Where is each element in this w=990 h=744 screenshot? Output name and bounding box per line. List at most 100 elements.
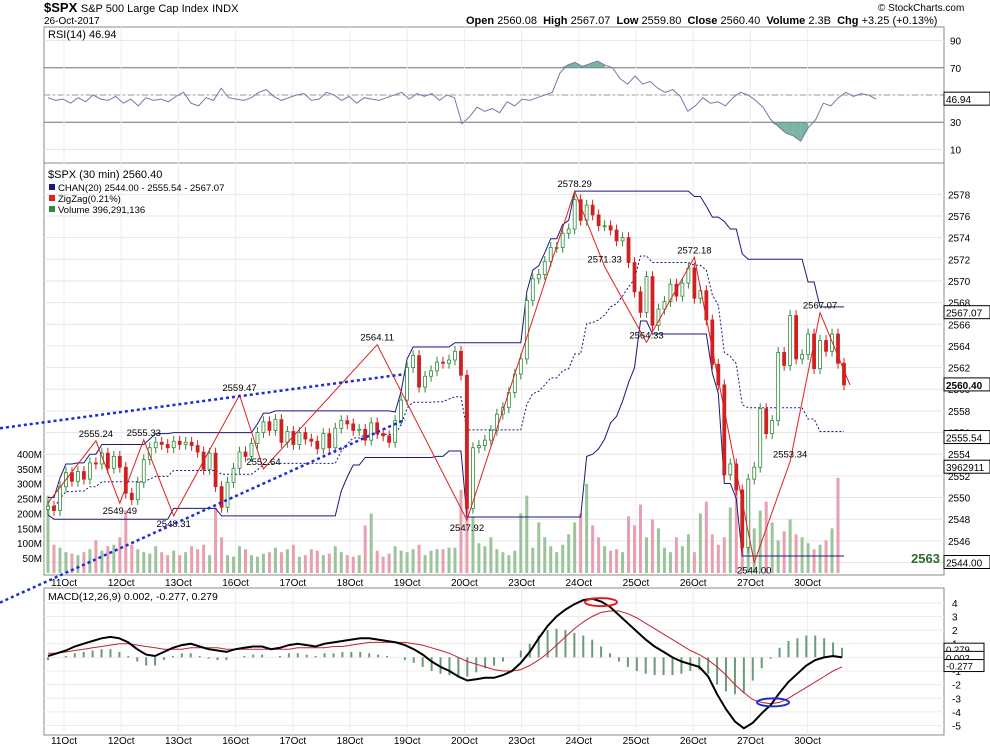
price-tag-label: 3962911 (946, 463, 985, 474)
candle-body (135, 481, 140, 501)
chg-value: +3.25 (+0.13%) (861, 15, 938, 27)
price-tag-box (943, 555, 990, 570)
rsi-tick-label: 90 (950, 37, 962, 48)
macd-x-axis-label: 13Oct (165, 736, 192, 744)
candle-body (614, 229, 619, 242)
rsi-oversold-fill (785, 122, 794, 136)
candle-body (471, 447, 475, 509)
volume-bar (267, 552, 271, 573)
candle-body (315, 440, 320, 450)
volume-bar (273, 547, 277, 573)
high-value: 2567.07 (570, 15, 611, 27)
rsi-title: RSI(14) 46.94 (48, 29, 116, 41)
volume-bar (190, 546, 194, 573)
zigzag-point-label: 2564.33 (629, 330, 663, 341)
volume-bar (82, 552, 86, 573)
rsi-oversold-fill (770, 122, 779, 127)
candle-body (411, 355, 415, 368)
volume-bar (644, 537, 648, 573)
legend-swatch (49, 206, 55, 212)
open-label: Open (466, 15, 495, 27)
volume-bar (549, 546, 553, 573)
candle-body (566, 228, 571, 234)
volume-bar (555, 552, 559, 573)
macd-tick-label: 4 (952, 599, 958, 610)
channel-upper-line (48, 190, 844, 498)
candle-body (650, 276, 655, 326)
price-tick-label: 2570 (948, 277, 971, 288)
volume-bar (543, 537, 547, 573)
volume-bar (752, 528, 756, 573)
candle-body (560, 232, 565, 248)
volume-bar (722, 537, 726, 573)
zigzag-point-label: 2564.11 (360, 333, 394, 344)
candle-body (207, 452, 212, 470)
volume-bar (118, 537, 122, 573)
macd-x-axis-label: 11Oct (51, 736, 77, 744)
volume-bar (351, 556, 355, 573)
upper-trend-line (0, 372, 406, 430)
zigzag-point-label: 2555.24 (79, 429, 113, 440)
price-tick-label: 2564 (948, 342, 971, 353)
candle-body (524, 300, 529, 360)
price-tag-box (943, 459, 990, 474)
candle-body (716, 363, 721, 386)
candle-body (417, 355, 421, 388)
high-label: High (543, 15, 568, 27)
volume-bar (686, 534, 690, 573)
rsi-overbought-fill (597, 61, 606, 68)
volume-bar (429, 550, 433, 573)
volume-bar (824, 540, 828, 573)
candle-body (279, 419, 284, 443)
volume-bar (650, 519, 654, 573)
macd-tick-label: 3 (952, 612, 958, 623)
rsi-value-tag (943, 91, 990, 106)
candle-body (626, 237, 631, 263)
volume-bar (148, 553, 152, 573)
volume-bar (513, 550, 517, 573)
volume-bar (567, 534, 571, 573)
candle-body (728, 463, 733, 476)
macd-title: MACD(12,26,9) 0.002, -0.277, 0.279 (48, 591, 218, 603)
candle-body (776, 352, 781, 422)
candle-body (165, 444, 170, 449)
legend-entry: ZigZag(0.21%) (58, 194, 121, 205)
volume-tick-label: 350M (17, 465, 42, 476)
candle-body (620, 237, 625, 242)
price-tick-label: 2548 (948, 515, 971, 526)
candle-body (608, 225, 613, 231)
volume-bar (668, 552, 672, 573)
candle-body (572, 199, 577, 230)
volume-bar (196, 549, 200, 573)
candle-body (231, 467, 236, 483)
candle-body (387, 435, 392, 443)
volume-bar (142, 552, 146, 573)
volume-bar (112, 544, 116, 573)
candle-body (752, 466, 757, 480)
candle-body (638, 291, 643, 313)
candle-body (836, 333, 840, 364)
candle-body (770, 420, 775, 435)
zigzag-point-label: 2578.29 (558, 179, 592, 190)
volume-bar (417, 544, 421, 573)
price-tag-label: 2560.40 (946, 381, 983, 392)
macd-x-axis-label: 26Oct (680, 736, 707, 744)
candle-body (794, 315, 799, 360)
macd-x-axis-label: 30Oct (794, 736, 821, 744)
price-tick-label: 2574 (948, 234, 971, 245)
candle-body (393, 420, 398, 443)
volume-bar (58, 547, 62, 573)
x-axis-label: 17Oct (279, 578, 306, 589)
candle-body (375, 422, 380, 435)
candle-body (441, 361, 445, 364)
volume-bar (435, 549, 439, 573)
close-label: Close (687, 15, 718, 27)
volume-bar (309, 549, 313, 573)
candle-body (255, 432, 260, 444)
rsi-tick-label: 30 (950, 118, 962, 129)
x-axis-label: 27Oct (737, 578, 764, 589)
macd-x-axis-label: 16Oct (222, 736, 249, 744)
price-tick-label: 2552 (948, 472, 971, 483)
rsi-overbought-fill (567, 62, 575, 68)
volume-bar (788, 519, 792, 573)
